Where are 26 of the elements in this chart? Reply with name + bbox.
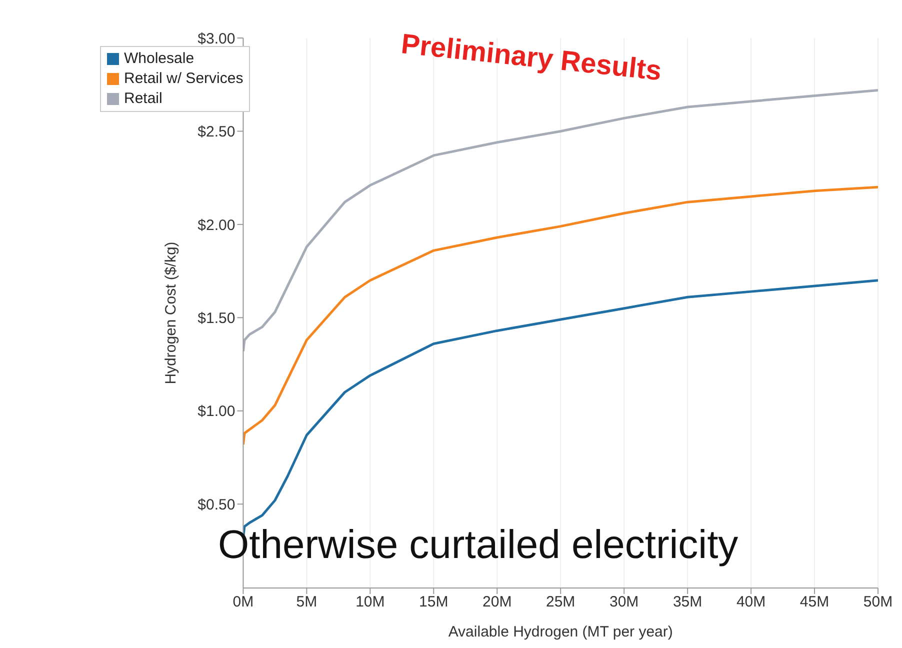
annotation: Otherwise curtailed electricity [218,523,738,568]
x-tick-label: 5M [296,594,318,611]
line-series [243,186,878,446]
y-tick-label: $1.50 [198,310,236,327]
x-tick-label: 15M [419,594,448,611]
y-axis-title: Hydrogen Cost ($/kg) [162,242,180,384]
y-tick-label: $2.50 [198,124,236,141]
x-tick-label: 50M [863,594,893,611]
x-axis-title: Available Hydrogen (MT per year) [448,624,673,641]
x-tick-label: 20M [482,594,512,611]
legend-label: Retail w/ Services [124,69,244,89]
x-tick-label: 35M [672,594,702,611]
x-tick-label: 25M [546,594,576,611]
y-tick-label: $1.00 [198,403,236,420]
x-tick-label: 30M [609,594,639,611]
y-tick-label: $3.00 [198,30,236,48]
x-tick-label: 40M [736,594,766,611]
line-series [243,88,878,352]
legend-label: Wholesale [124,49,194,69]
x-tick-label: 45M [800,594,830,611]
y-tick-label: $0.50 [198,496,236,514]
legend-label: Retail [124,89,162,109]
annotation: Preliminary Results [400,28,664,88]
x-tick-label: 0M [232,594,254,611]
y-tick-label: $2.00 [198,216,236,234]
x-tick-label: 10M [356,594,385,611]
